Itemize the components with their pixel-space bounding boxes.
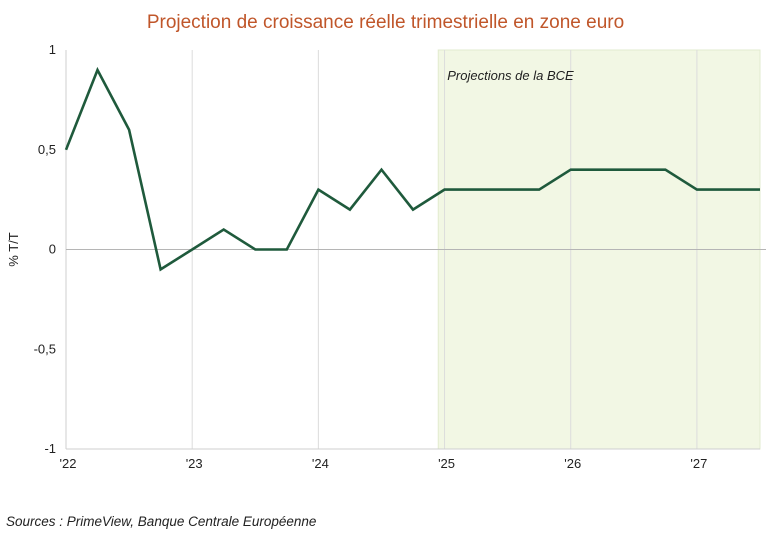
- x-tick-label: '25: [438, 456, 455, 471]
- label-layer: Projections de la BCE '22 '23 '24 '25 '26 '27 1…: [6, 42, 707, 471]
- x-tick-label: '22: [60, 456, 77, 471]
- chart-title: Projection de croissance réelle trimestr…: [146, 12, 625, 33]
- projection-band-label: Projections de la BCE: [447, 68, 574, 83]
- axis-layer: [65, 50, 766, 450]
- series-layer: [64, 66, 760, 272]
- y-tick-label: 0: [49, 242, 56, 257]
- x-tick-label: '24: [312, 456, 329, 471]
- y-axis-label: % T/T: [6, 232, 21, 266]
- x-tick-label: '27: [690, 456, 707, 471]
- y-tick-label: -0,5: [34, 341, 56, 356]
- series-line: [64, 66, 760, 272]
- source-note: Sources : PrimeView, Banque Centrale Eur…: [6, 514, 317, 529]
- x-tick-label: '26: [564, 456, 581, 471]
- y-tick-label: 0,5: [38, 142, 56, 157]
- x-tick-label: '23: [186, 456, 203, 471]
- y-tick-label: -1: [44, 441, 56, 456]
- y-tick-label: 1: [49, 42, 56, 57]
